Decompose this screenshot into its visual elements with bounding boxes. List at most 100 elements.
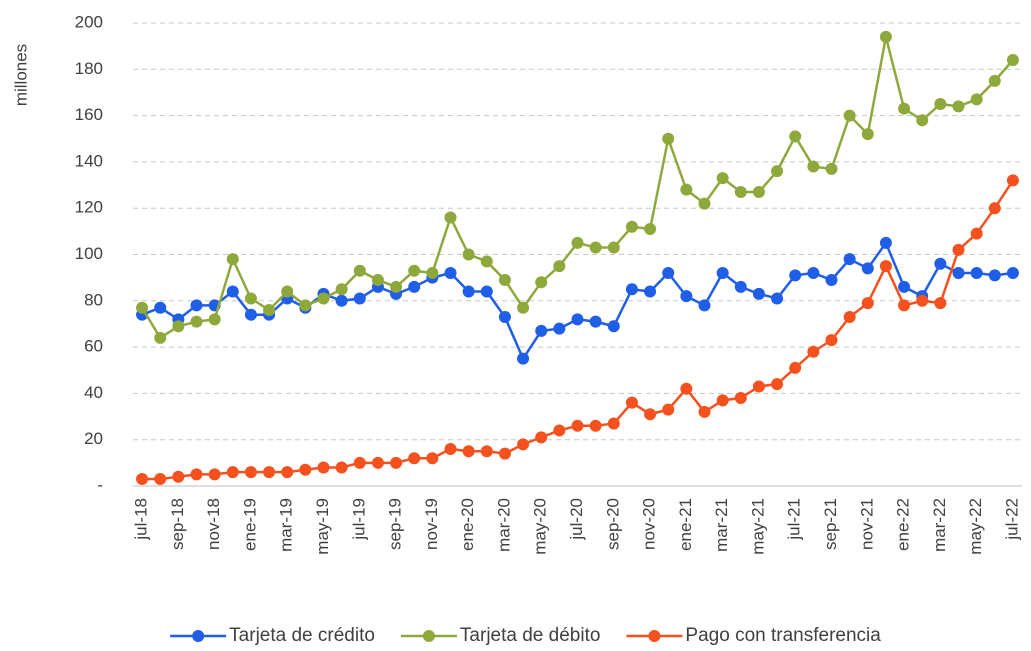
x-tick-label: ene-22 xyxy=(894,498,913,551)
series-marker xyxy=(589,315,602,328)
series-marker xyxy=(426,452,439,465)
series-marker xyxy=(861,262,874,275)
series-marker xyxy=(789,130,802,143)
series-marker xyxy=(462,445,475,458)
series-marker xyxy=(244,308,257,321)
series-marker xyxy=(789,269,802,282)
series-marker xyxy=(771,378,784,391)
series-marker xyxy=(752,287,765,300)
x-tick-label: nov-21 xyxy=(857,498,876,550)
series-marker xyxy=(480,445,493,458)
legend-label: Tarjeta de débito xyxy=(460,625,601,646)
y-tick-label: - xyxy=(97,475,103,494)
series-marker xyxy=(843,109,856,122)
series-marker xyxy=(843,311,856,324)
series-marker xyxy=(916,294,929,307)
series-marker xyxy=(825,162,838,175)
legend-marker xyxy=(422,630,435,642)
series-marker xyxy=(1006,54,1019,67)
series-marker xyxy=(625,396,638,409)
series-marker xyxy=(317,461,330,474)
series-marker xyxy=(970,227,983,240)
y-axis-label: millones xyxy=(11,44,30,106)
y-tick-label: 180 xyxy=(75,59,103,78)
series-marker xyxy=(607,417,620,430)
y-tick-label: 160 xyxy=(75,105,103,124)
series-marker xyxy=(136,473,149,486)
x-tick-label: jul-20 xyxy=(567,498,586,541)
x-tick-label: nov-20 xyxy=(640,498,659,550)
series-marker xyxy=(698,197,711,210)
series-marker xyxy=(263,466,276,479)
series-marker xyxy=(535,431,548,444)
x-tick-label: jul-19 xyxy=(349,498,368,541)
series-marker xyxy=(390,456,403,469)
series-marker xyxy=(535,324,548,337)
series-marker xyxy=(571,236,584,249)
series-marker xyxy=(281,285,294,298)
legend-label: Tarjeta de crédito xyxy=(229,625,375,646)
series-marker xyxy=(444,267,457,280)
x-tick-label: sep-18 xyxy=(168,498,187,550)
series-marker xyxy=(335,294,348,307)
series-marker xyxy=(934,297,947,310)
y-tick-label: 120 xyxy=(75,198,103,217)
series-marker xyxy=(172,470,185,483)
legend-label: Pago con transferencia xyxy=(685,625,881,646)
series-marker xyxy=(589,241,602,254)
x-tick-label: jul-21 xyxy=(785,498,804,541)
series-marker xyxy=(136,301,149,314)
x-tick-label: jul-22 xyxy=(1002,498,1021,541)
series-marker xyxy=(879,236,892,249)
series-marker xyxy=(426,267,439,280)
series-marker xyxy=(607,320,620,333)
x-tick-label: ene-21 xyxy=(676,498,695,551)
series-marker xyxy=(1006,174,1019,187)
series-marker xyxy=(644,223,657,236)
series-marker xyxy=(371,273,384,286)
series-marker xyxy=(589,419,602,432)
series-marker xyxy=(299,299,312,312)
x-tick-label: may-22 xyxy=(966,498,985,555)
series-marker xyxy=(771,292,784,305)
series-marker xyxy=(571,419,584,432)
x-tick-label: ene-19 xyxy=(240,498,259,551)
series-marker xyxy=(444,211,457,224)
series-marker xyxy=(734,185,747,198)
series-marker xyxy=(988,202,1001,215)
y-tick-label: 20 xyxy=(84,429,103,448)
series-marker xyxy=(208,313,221,326)
x-tick-label: may-19 xyxy=(313,498,332,555)
series-marker xyxy=(281,466,294,479)
series-marker xyxy=(226,285,239,298)
series-marker xyxy=(879,260,892,273)
series-marker xyxy=(789,361,802,374)
series-marker xyxy=(734,280,747,293)
y-tick-label: 140 xyxy=(75,151,103,170)
series-marker xyxy=(988,74,1001,87)
series-marker xyxy=(680,183,693,196)
series-line xyxy=(141,36,1014,340)
series-marker xyxy=(934,98,947,111)
series-marker xyxy=(154,473,167,486)
series-marker xyxy=(390,280,403,293)
y-tick-label: 60 xyxy=(84,337,103,356)
series-marker xyxy=(553,424,566,437)
series-marker xyxy=(154,331,167,344)
series-marker xyxy=(517,301,530,314)
series-marker xyxy=(644,408,657,421)
series-marker xyxy=(662,132,675,145)
series-marker xyxy=(172,320,185,333)
x-tick-label: sep-21 xyxy=(821,498,840,550)
series-marker xyxy=(771,165,784,178)
series-marker xyxy=(898,102,911,115)
series-marker xyxy=(571,313,584,326)
series-marker xyxy=(299,463,312,476)
x-tick-label: may-20 xyxy=(531,498,550,555)
series-marker xyxy=(752,185,765,198)
series-marker xyxy=(952,243,965,256)
series-marker xyxy=(988,269,1001,282)
series-marker xyxy=(535,276,548,289)
series-marker xyxy=(644,285,657,298)
